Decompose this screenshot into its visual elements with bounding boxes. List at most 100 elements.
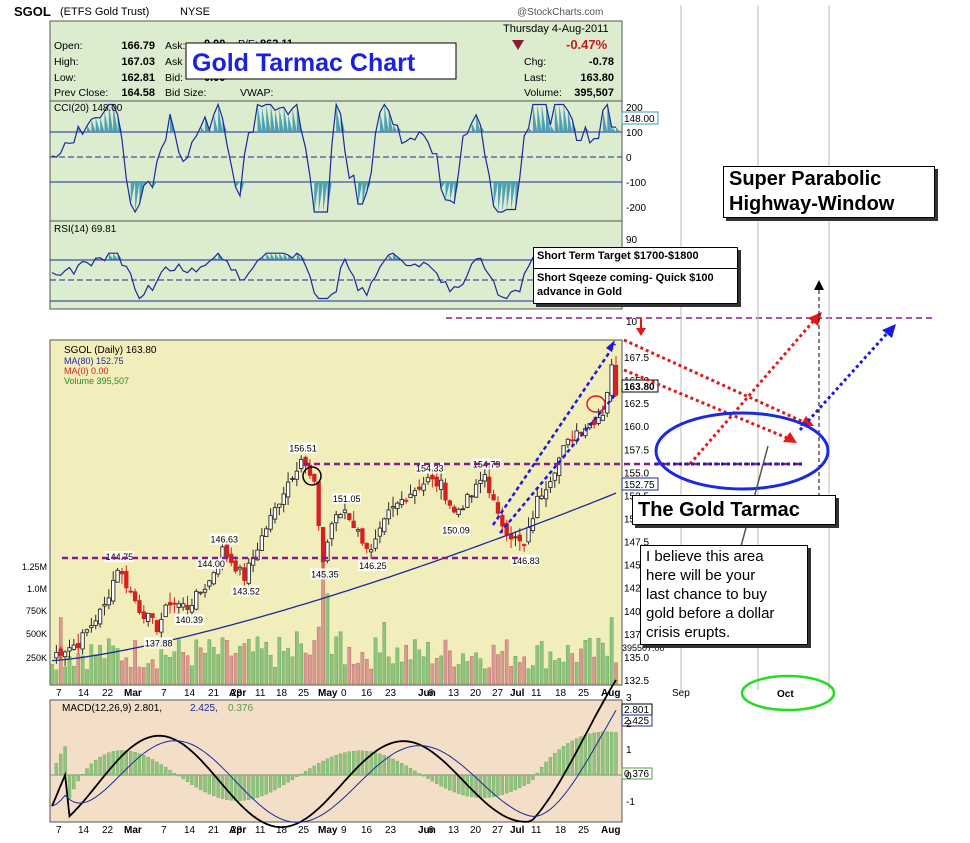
macd-hist-bar — [347, 751, 351, 776]
candle-body — [97, 608, 103, 625]
macd-hist-bar — [286, 774, 290, 783]
macd-hist-bar — [596, 732, 601, 776]
x-tick-label: 11 — [531, 825, 542, 836]
candle-body — [570, 439, 575, 442]
macd-hist-bar — [299, 773, 303, 776]
security-name: (ETFS Gold Trust) — [60, 6, 149, 18]
macd-hist-bar — [365, 751, 369, 776]
macd-tick-label: 3 — [626, 693, 632, 704]
candle-body — [539, 495, 544, 499]
candle-body — [377, 527, 383, 537]
macd-histogram — [54, 731, 618, 801]
down-triangle-icon — [512, 40, 524, 50]
macd-hist-bar — [417, 773, 421, 776]
red-arrow-down-1 — [623, 338, 809, 426]
candle-body — [272, 507, 278, 520]
candle-body — [128, 590, 133, 593]
candle-body — [207, 580, 212, 587]
candle-body — [452, 506, 457, 513]
cci-last: 148.00 — [624, 114, 655, 125]
macd-hist-bar — [395, 760, 400, 776]
macd-hist-bar — [421, 774, 426, 777]
macd-hist-bar — [155, 761, 159, 776]
price-tick-label: 137.5 — [624, 630, 649, 641]
x-tick-label: May — [318, 688, 338, 699]
exchange: NYSE — [180, 6, 210, 18]
macd-hist-bar — [251, 774, 255, 799]
cci-tick-label: 100 — [626, 128, 643, 139]
rsi-panel — [49, 220, 623, 310]
volume-bar — [295, 631, 299, 685]
volume-bar — [98, 644, 102, 685]
macd-hist-bar — [461, 774, 465, 796]
peak-label-bg — [288, 442, 318, 454]
peak-label: 151.05 — [333, 494, 361, 504]
volume-bar — [211, 647, 216, 685]
cci-tick-label: 0 — [626, 153, 632, 164]
macd-hist-bar — [308, 768, 312, 776]
volume-bar — [474, 652, 478, 685]
peak-label: 144.75 — [106, 552, 134, 562]
macd-hist-bar — [356, 750, 360, 776]
peak-label-bg — [143, 637, 173, 649]
volume-bar — [478, 658, 483, 685]
squeeze-callout: Short Sqeeze coming- Quick $100 advance … — [533, 268, 738, 304]
macd-hist-bar — [216, 774, 220, 798]
volume-bar — [378, 652, 382, 685]
macd-hist-bar — [54, 763, 59, 776]
volume-bar — [281, 651, 286, 685]
price-tick-label: 142.5 — [624, 584, 649, 595]
price-tick-label: 145.0 — [624, 561, 649, 572]
macd-hist-bar — [164, 767, 168, 776]
macd-hist-bar — [491, 774, 496, 797]
macd-hist-bar — [413, 770, 417, 776]
macd-hist-bar — [242, 774, 247, 801]
candle-body — [596, 417, 601, 424]
x-tick-label: 14 — [78, 688, 90, 699]
hist-box — [621, 767, 653, 780]
x-tick-label: 18 — [555, 688, 567, 699]
macd-axis: 3 2 1 0 -1 — [626, 693, 635, 808]
target-callout: Short Term Target $1700-$1800 — [533, 247, 738, 269]
pct-change: -0.47% — [566, 37, 608, 52]
channel-upper — [491, 343, 617, 526]
x-tick-label: 6 — [428, 825, 434, 836]
volume-bar — [587, 638, 592, 685]
peak-label: 146.83 — [512, 556, 540, 566]
price-last: 163.80 — [624, 382, 655, 393]
x-tick-label: 14 — [184, 688, 196, 699]
candle-body — [513, 536, 518, 539]
candle-body — [412, 490, 418, 497]
candle-body — [504, 522, 509, 535]
candle-body — [395, 502, 400, 509]
macd-hist-bar — [557, 749, 561, 776]
macd-hist-bar — [207, 774, 212, 795]
macd-hist-bar — [229, 774, 233, 801]
candle-body — [224, 544, 230, 558]
macd-hist-bar — [94, 759, 98, 776]
volume-bar — [120, 660, 124, 685]
volume-bar — [513, 656, 518, 685]
candle-body — [233, 560, 238, 572]
macd-hist-bar — [264, 774, 268, 795]
candle-body — [290, 477, 295, 480]
macd-hist-bar — [443, 774, 448, 789]
candle-body — [119, 570, 125, 575]
volume-bar — [399, 661, 404, 685]
volume-bar — [133, 640, 137, 685]
macd-hist-bar — [439, 774, 443, 787]
volume-bar — [168, 657, 172, 685]
macd-hist-bar — [325, 758, 330, 776]
x-tick-label: 23 — [385, 688, 397, 699]
volume-bar — [544, 668, 548, 685]
x-tick-label: 25 — [578, 688, 590, 699]
macd-hist-bar — [387, 756, 391, 776]
cci-tick-label: 200 — [626, 103, 643, 114]
candle-body — [487, 476, 492, 494]
peak-label-bg — [331, 492, 361, 504]
candle-body — [320, 526, 326, 563]
peak-label-bg — [104, 550, 134, 562]
macd-hist-bar — [548, 757, 553, 776]
macd-hist-bar — [605, 731, 609, 776]
